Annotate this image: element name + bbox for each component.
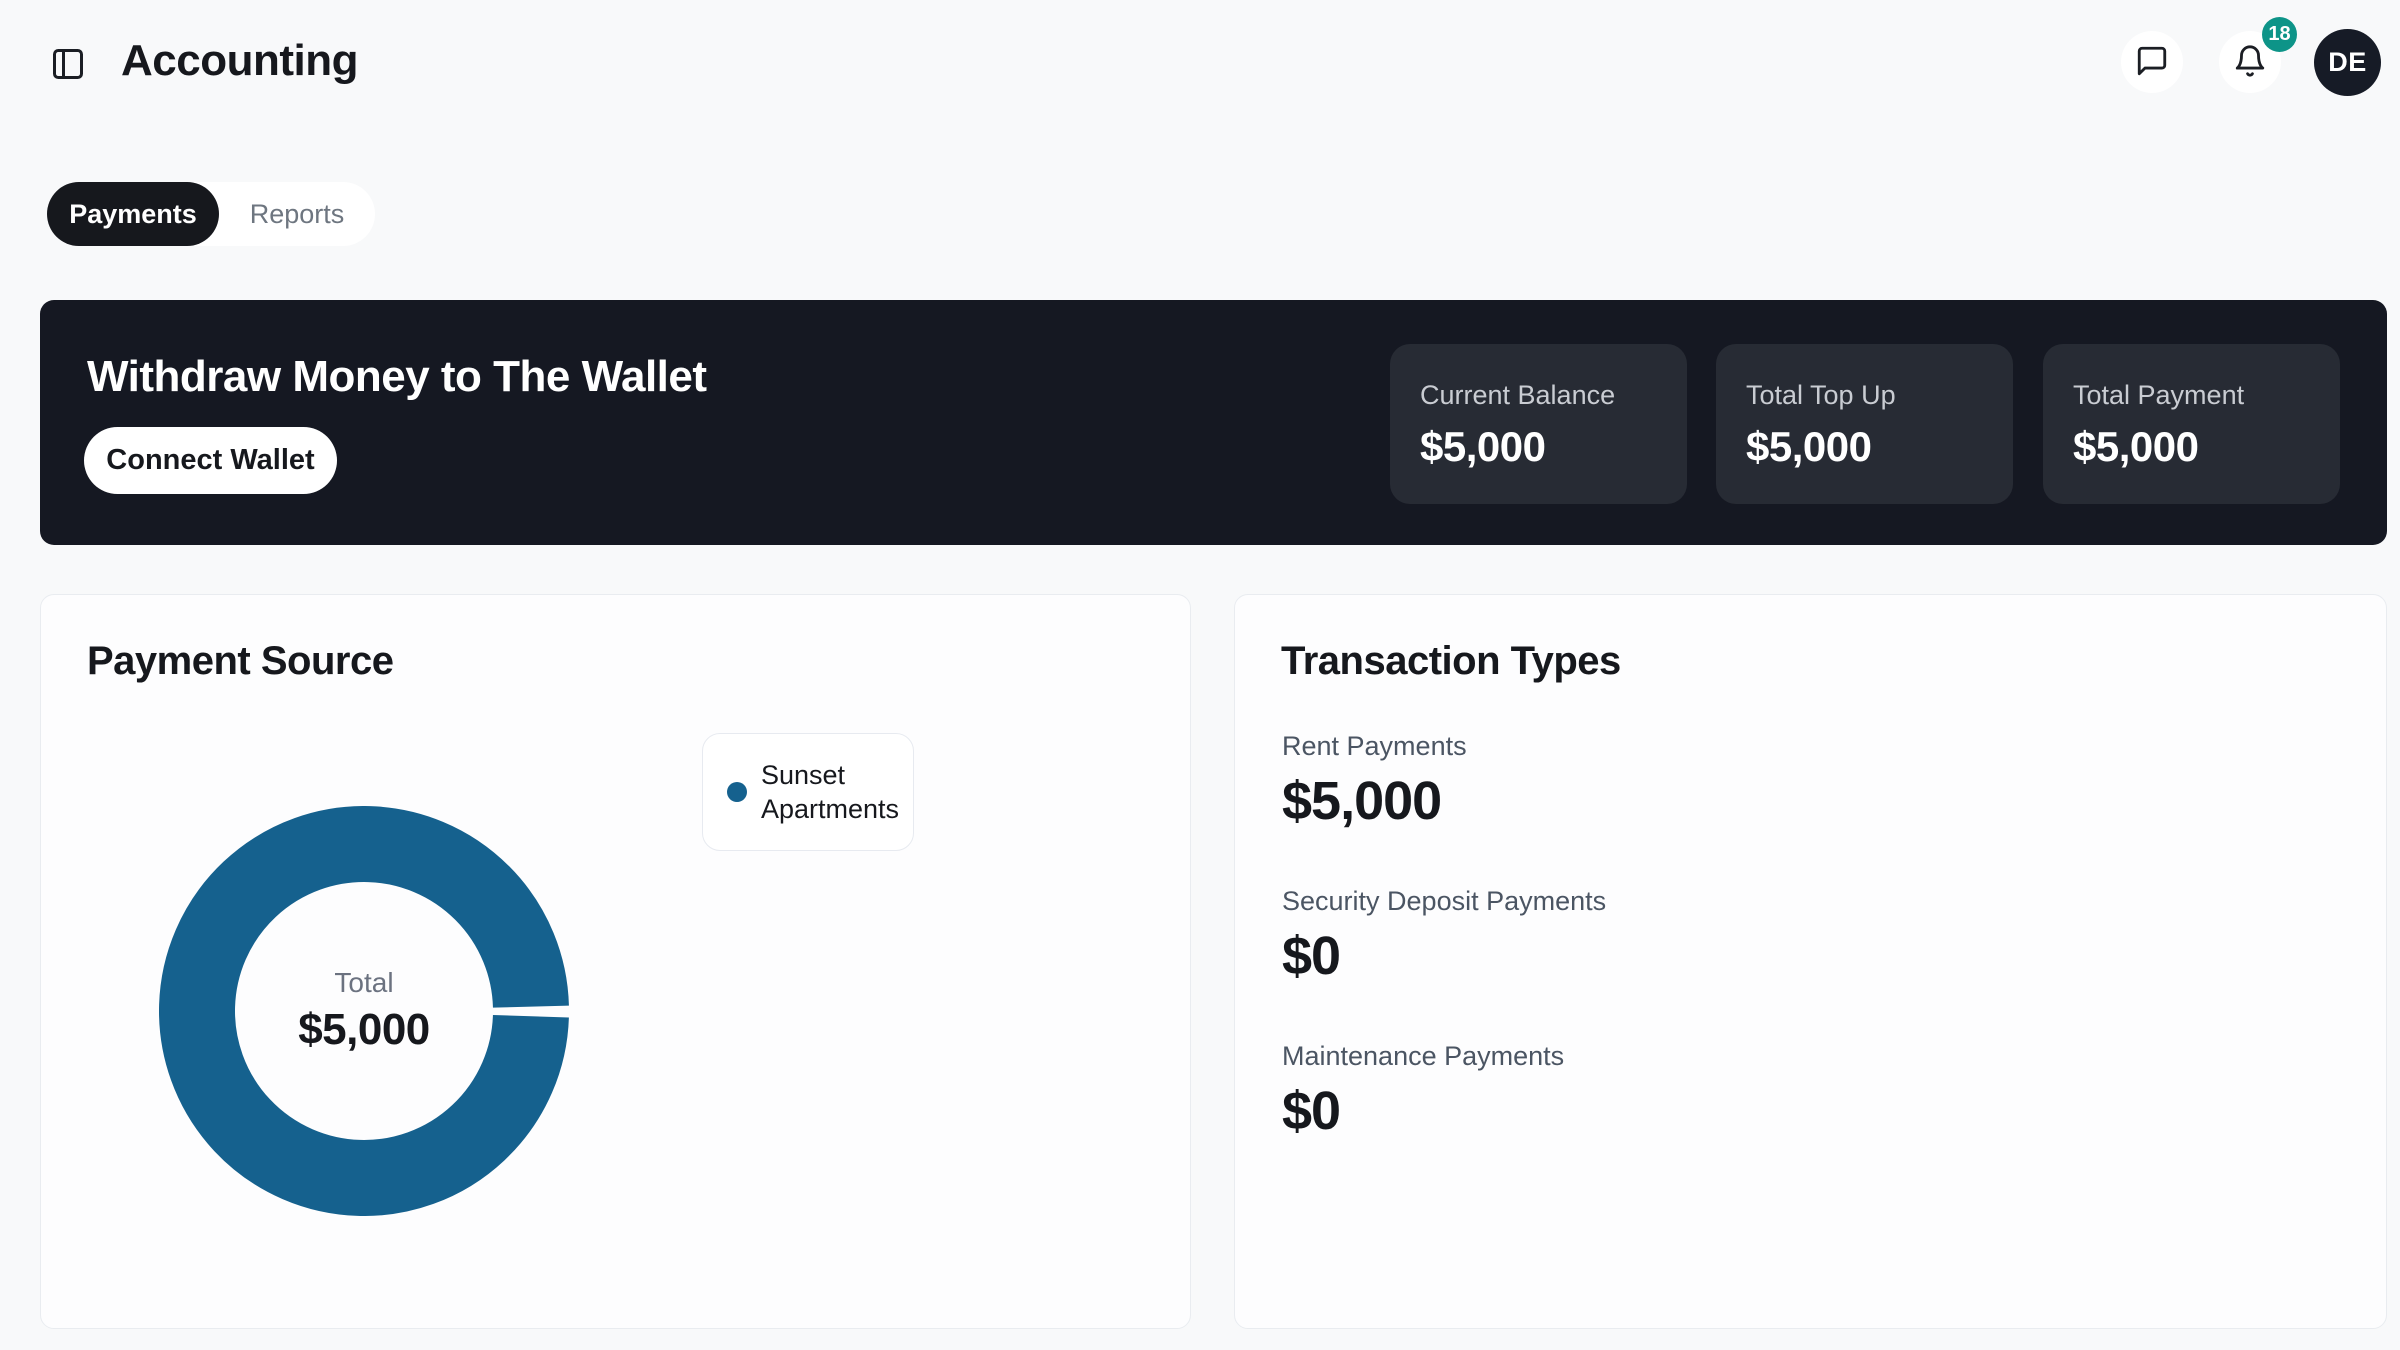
transaction-item: Rent Payments $5,000 bbox=[1282, 731, 2346, 832]
transaction-label: Security Deposit Payments bbox=[1282, 886, 1607, 916]
stat-value: $5,000 bbox=[1420, 423, 1546, 470]
transaction-label: Maintenance Payments bbox=[1282, 1041, 1565, 1071]
payment-source-donut-chart[interactable]: Total $5,000 bbox=[158, 806, 569, 1216]
transaction-label: Rent Payments bbox=[1282, 731, 1467, 761]
user-avatar[interactable]: DE bbox=[2314, 29, 2381, 96]
tab-bar: Payments Reports bbox=[47, 182, 375, 246]
tab-payments[interactable]: Payments bbox=[47, 182, 219, 246]
page-title: Accounting bbox=[121, 36, 358, 85]
transaction-item: Maintenance Payments $0 bbox=[1282, 1041, 2346, 1142]
transaction-types-title: Transaction Types bbox=[1281, 639, 1621, 683]
stat-label: Current Balance bbox=[1420, 380, 1616, 410]
legend-label: Sunset Apartments bbox=[761, 760, 900, 824]
stat-label: Total Top Up bbox=[1746, 380, 1896, 410]
panel-left-icon bbox=[50, 48, 86, 85]
donut-ring-svg bbox=[158, 806, 569, 1216]
transaction-item: Security Deposit Payments $0 bbox=[1282, 886, 2346, 987]
chart-legend[interactable]: Sunset Apartments bbox=[702, 733, 914, 851]
transaction-value: $5,000 bbox=[1282, 771, 1442, 831]
sidebar-toggle-button[interactable] bbox=[48, 45, 88, 85]
stat-card-total-top-up: Total Top Up $5,000 bbox=[1716, 344, 2013, 504]
notification-count-badge: 18 bbox=[2262, 17, 2297, 52]
stat-card-total-payment: Total Payment $5,000 bbox=[2043, 344, 2340, 504]
notifications-button[interactable]: 18 bbox=[2219, 17, 2297, 93]
donut-total-value: $5,000 bbox=[298, 1005, 430, 1054]
stat-value: $5,000 bbox=[1746, 423, 1872, 470]
transaction-value: $0 bbox=[1282, 1081, 1341, 1141]
chat-bubble-icon bbox=[2135, 44, 2169, 81]
transaction-list: Rent Payments $5,000 Security Deposit Pa… bbox=[1282, 731, 2346, 1196]
donut-total-label: Total bbox=[334, 967, 394, 998]
stat-value: $5,000 bbox=[2073, 423, 2199, 470]
payment-source-card: Payment Source Total $5,000 Sunset Apart… bbox=[40, 594, 1191, 1329]
payment-source-title: Payment Source bbox=[87, 639, 394, 683]
wallet-banner: Withdraw Money to The Wallet Connect Wal… bbox=[40, 300, 2387, 545]
legend-color-dot bbox=[727, 782, 747, 802]
stat-label: Total Payment bbox=[2073, 380, 2245, 410]
banner-heading: Withdraw Money to The Wallet bbox=[87, 352, 707, 401]
connect-wallet-button[interactable]: Connect Wallet bbox=[84, 427, 337, 494]
stat-card-current-balance: Current Balance $5,000 bbox=[1390, 344, 1687, 504]
chat-button[interactable] bbox=[2121, 31, 2183, 93]
transaction-types-card: Transaction Types Rent Payments $5,000 S… bbox=[1234, 594, 2387, 1329]
bell-icon bbox=[2233, 44, 2267, 81]
tab-reports[interactable]: Reports bbox=[249, 198, 345, 229]
transaction-value: $0 bbox=[1282, 926, 1341, 986]
donut-center: Total $5,000 bbox=[159, 806, 569, 1216]
